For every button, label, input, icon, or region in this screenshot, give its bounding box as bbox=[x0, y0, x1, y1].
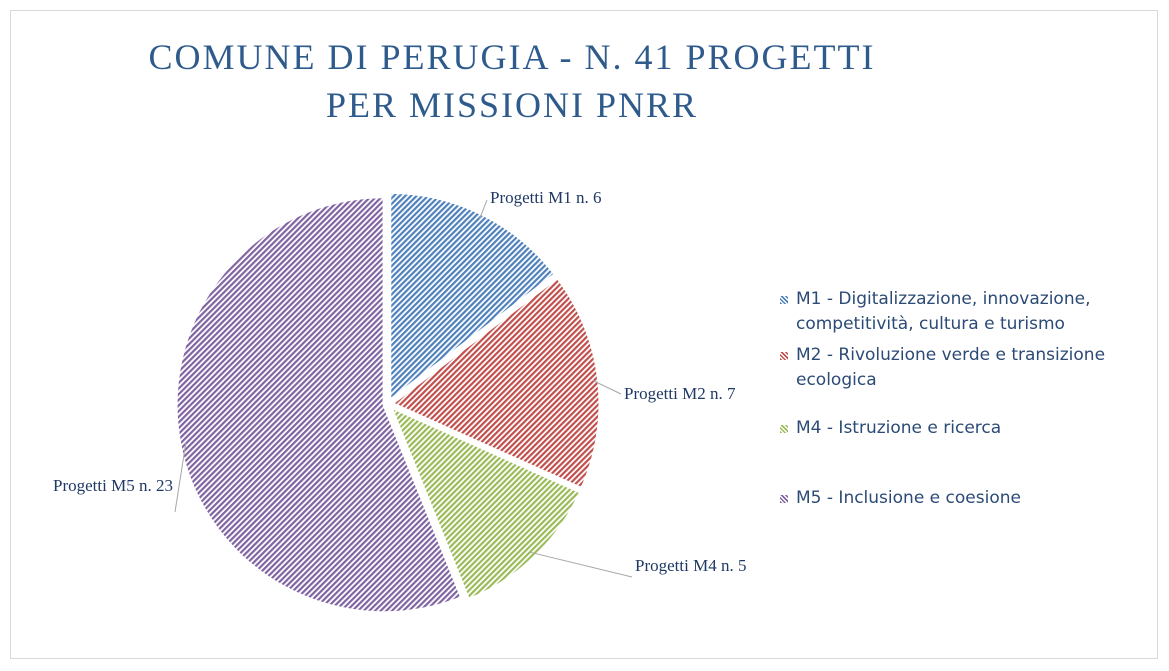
chart-title: COMUNE DI PERUGIA - N. 41 PROGETTI PER M… bbox=[148, 37, 876, 125]
data-label: Progetti M4 n. 5 bbox=[635, 556, 747, 575]
pie-slice bbox=[387, 403, 583, 602]
legend-swatch bbox=[780, 425, 788, 433]
leader-line bbox=[530, 551, 633, 578]
legend-label: M5 - Inclusione e coesione bbox=[796, 488, 1021, 508]
data-label: Progetti M2 n. 7 bbox=[624, 384, 736, 403]
legend-swatch bbox=[780, 495, 788, 503]
pie-slice bbox=[388, 190, 558, 404]
legend-label: M4 - Istruzione e ricerca bbox=[796, 418, 1002, 438]
legend-label: M2 - Rivoluzione verde e transizione eco… bbox=[796, 345, 1106, 390]
legend-item: M2 - Rivoluzione verde e transizione eco… bbox=[780, 343, 1166, 393]
data-label: Progetti M1 n. 6 bbox=[490, 188, 602, 207]
legend-item: M4 - Istruzione e ricerca bbox=[780, 416, 1166, 441]
legend-swatch bbox=[780, 296, 788, 304]
legend-swatch bbox=[780, 352, 788, 360]
leader-line bbox=[174, 443, 187, 513]
leader-line bbox=[592, 379, 622, 395]
legend-label: M1 - Digitalizzazione, innovazione, comp… bbox=[796, 289, 1091, 334]
legend-item: M1 - Digitalizzazione, innovazione, comp… bbox=[780, 287, 1166, 337]
chart-frame bbox=[10, 10, 1158, 659]
pie-slice bbox=[174, 195, 464, 615]
legend-item: M5 - Inclusione e coesione bbox=[780, 486, 1166, 511]
pie-slice bbox=[389, 275, 602, 491]
data-label: Progetti M5 n. 23 bbox=[53, 476, 173, 495]
leader-line bbox=[478, 199, 488, 220]
